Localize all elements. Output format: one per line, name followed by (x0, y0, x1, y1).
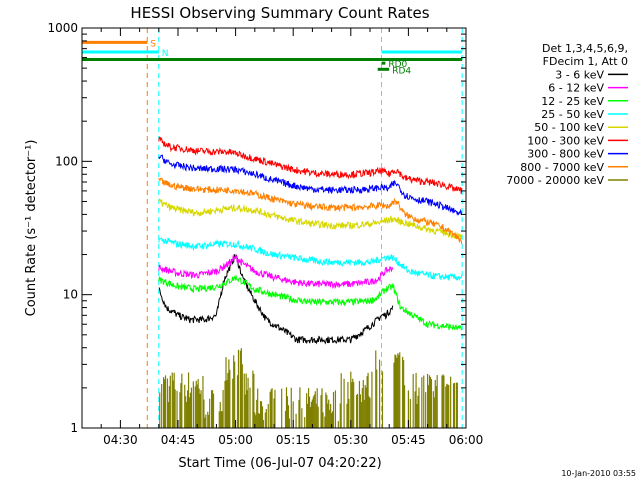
series-line-25-50-kev (158, 237, 463, 282)
y-axis-label: Count Rate (s⁻¹ detector⁻¹) (24, 140, 39, 317)
legend-header-line: FDecim 1, Att 0 (543, 55, 628, 68)
x-tick-label: 06:00 (449, 433, 484, 447)
legend-entry-label: 800 - 7000 keV (520, 161, 604, 174)
legend-entry-label: 3 - 6 keV (555, 68, 604, 81)
flag-label: RD0 (388, 60, 407, 70)
legend-entry-label: 12 - 25 keV (541, 95, 604, 108)
y-tick-label: 100 (55, 154, 78, 168)
x-axis-label: Start Time (06-Jul-07 04:20:22) (178, 456, 381, 471)
series-line-3-6-kev (158, 254, 394, 345)
legend: Det 1,3,4,5,6,9,FDecim 1, Att 03 - 6 keV… (506, 42, 628, 187)
x-tick-label: 05:15 (276, 433, 311, 447)
x-tick-label: 05:00 (218, 433, 253, 447)
flag-label: N (162, 49, 169, 59)
x-tick-label: 05:45 (391, 433, 426, 447)
chart-title: HESSI Observing Summary Count Rates (130, 4, 429, 22)
timestamp: 10-Jan-2010 03:55 (561, 469, 636, 478)
series-line-50-100-kev (158, 197, 463, 240)
series-line-12-25-kev (158, 275, 463, 331)
y-tick-label: 1000 (47, 21, 78, 35)
x-tick-label: 04:30 (103, 433, 138, 447)
series-line-800-7000-kev (158, 177, 463, 245)
legend-header-line: Det 1,3,4,5,6,9, (542, 42, 628, 55)
axes: 1 10 100 1000 04:30 04:45 05:00 05:15 05:30 05:45… (47, 21, 483, 447)
flag-label: RD4 (392, 66, 411, 76)
legend-entry-label: 50 - 100 keV (534, 121, 604, 134)
legend-entry-label: 6 - 12 keV (548, 82, 604, 95)
y-tick-label: 10 (63, 288, 78, 302)
flag-label: S (150, 39, 156, 49)
legend-entry-label: 100 - 300 keV (527, 134, 604, 147)
series-line-100-300-kev (158, 136, 463, 194)
series-line-6-12-kev (158, 253, 394, 290)
legend-entry-label: 25 - 50 keV (541, 108, 604, 121)
y-tick-label: 1 (70, 421, 78, 435)
legend-entry-label: 7000 - 20000 keV (506, 174, 604, 187)
legend-entry-label: 300 - 800 keV (527, 148, 604, 161)
x-tick-label: 05:30 (334, 433, 369, 447)
series-line-300-800-kev (158, 154, 463, 216)
x-tick-label: 04:45 (161, 433, 196, 447)
